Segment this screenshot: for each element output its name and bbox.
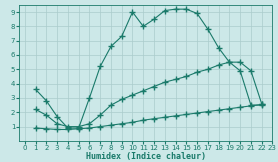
X-axis label: Humidex (Indice chaleur): Humidex (Indice chaleur) (86, 152, 206, 162)
